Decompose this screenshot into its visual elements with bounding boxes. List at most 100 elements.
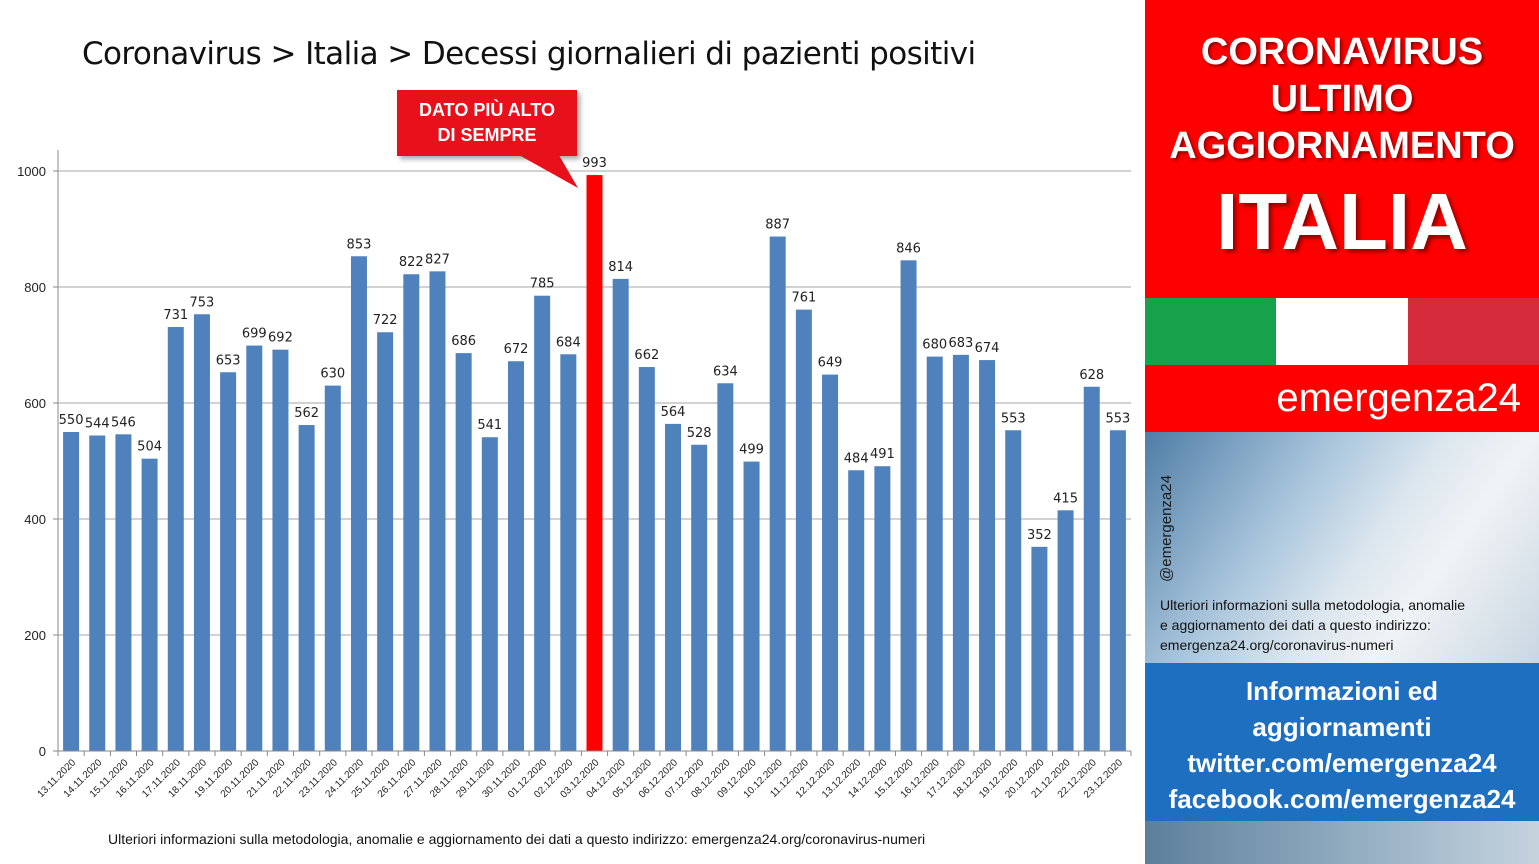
data-label: 887 [765,218,790,233]
bar [979,360,996,751]
data-label: 674 [975,341,1000,356]
bar [926,356,943,751]
y-tick-label: 400 [24,512,46,527]
bar [272,349,289,751]
bar [246,345,263,751]
data-label: 630 [320,367,345,382]
data-label: 761 [791,291,816,306]
data-label: 753 [190,295,215,310]
flag-red-stripe [1407,298,1539,365]
bar [769,236,786,752]
data-label: 722 [373,313,398,328]
data-label: 653 [216,353,241,368]
flag-white-stripe [1276,298,1408,365]
callout-pointer [510,150,578,188]
data-label: 731 [163,308,188,323]
chart-footnote: Ulteriori informazioni sulla metodologia… [108,831,926,847]
record-callout: DATO PIÙ ALTO DI SEMPRE [397,90,577,156]
italian-flag-icon [1145,298,1539,365]
y-tick-label: 600 [24,396,46,411]
data-label: 853 [347,237,372,252]
data-label: 499 [739,443,764,458]
data-label: 680 [922,338,947,353]
bar [141,458,158,751]
data-label: 822 [399,255,424,270]
chart-title: Coronavirus > Italia > Decessi giornalie… [82,36,976,72]
note-line-3: emergenza24.org/coronavirus-numeri [1160,637,1394,653]
bar [743,461,760,751]
data-label: 550 [59,413,84,428]
y-axis: 0 200 400 600 800 1000 [17,150,59,759]
update-header: CORONAVIRUS ULTIMO AGGIORNAMENTO ITALIA [1145,0,1539,298]
bar [350,256,367,751]
callout-line-1: DATO PIÙ ALTO [418,100,555,120]
bar [63,432,80,751]
data-label: 699 [242,327,267,342]
y-tick-label: 800 [24,280,46,295]
data-label: 785 [530,277,555,292]
data-label: 662 [634,348,659,363]
bar [717,383,734,751]
data-label: 649 [818,356,843,371]
facebook-link: facebook.com/emergenza24 [1168,784,1516,814]
data-label: 352 [1027,528,1052,543]
y-tick-label: 0 [39,744,46,759]
bars [63,175,1126,752]
data-label: 814 [608,260,633,275]
data-label: 634 [713,364,738,379]
social-handle: @emergenza24 [1158,475,1175,582]
data-label: 686 [451,334,476,349]
bar [560,354,577,751]
data-label: 628 [1079,368,1104,383]
bar [324,385,341,751]
bar [612,278,629,751]
data-label: 562 [294,406,319,421]
bar [1057,510,1074,751]
data-label: 541 [477,418,502,433]
bar [115,434,132,751]
bar [848,470,865,751]
data-label: 415 [1053,491,1078,506]
bar [193,314,210,751]
x-axis: 13.11.202014.11.202015.11.202016.11.2020… [36,750,1132,801]
side-panel: CORONAVIRUS ULTIMO AGGIORNAMENTO ITALIA … [1145,0,1539,864]
bar-highlight [586,175,603,751]
data-label: 504 [137,440,162,455]
bar [691,444,708,751]
bar [89,435,106,751]
bar [952,354,969,751]
bar [429,271,446,751]
bar [822,374,839,751]
methodology-note: Ulteriori informazioni sulla metodologia… [1160,595,1530,655]
note-line-2: e aggiornamento dei dati a questo indiri… [1160,617,1431,633]
data-label: 484 [844,451,869,466]
flag-green-stripe [1145,298,1277,365]
info-line-2: aggiornamenti [1252,712,1432,742]
bar [1005,430,1022,751]
twitter-link: twitter.com/emergenza24 [1187,748,1497,778]
bar [1031,546,1048,751]
bar [1109,430,1126,751]
bar [167,327,184,751]
bar [874,466,891,751]
background-photo: @emergenza24 Ulteriori informazioni sull… [1145,432,1539,663]
bar [220,372,237,751]
bar [900,260,917,751]
data-label: 692 [268,331,293,346]
data-label: 553 [1001,411,1026,426]
data-label: 993 [582,156,607,171]
header-line-2: ULTIMO [1270,78,1414,120]
note-line-1: Ulteriori informazioni sulla metodologia… [1160,597,1466,613]
country-title: ITALIA [1216,177,1468,266]
footer-photo [1145,821,1539,864]
callout-line-2: DI SEMPRE [437,125,537,145]
bar [298,425,315,751]
data-label: 564 [661,405,686,420]
bar [403,274,420,751]
bar [481,437,498,751]
data-label: 528 [687,426,712,441]
data-label: 846 [896,241,921,256]
data-label: 491 [870,447,895,462]
bar [1083,386,1100,751]
data-label: 546 [111,415,136,430]
